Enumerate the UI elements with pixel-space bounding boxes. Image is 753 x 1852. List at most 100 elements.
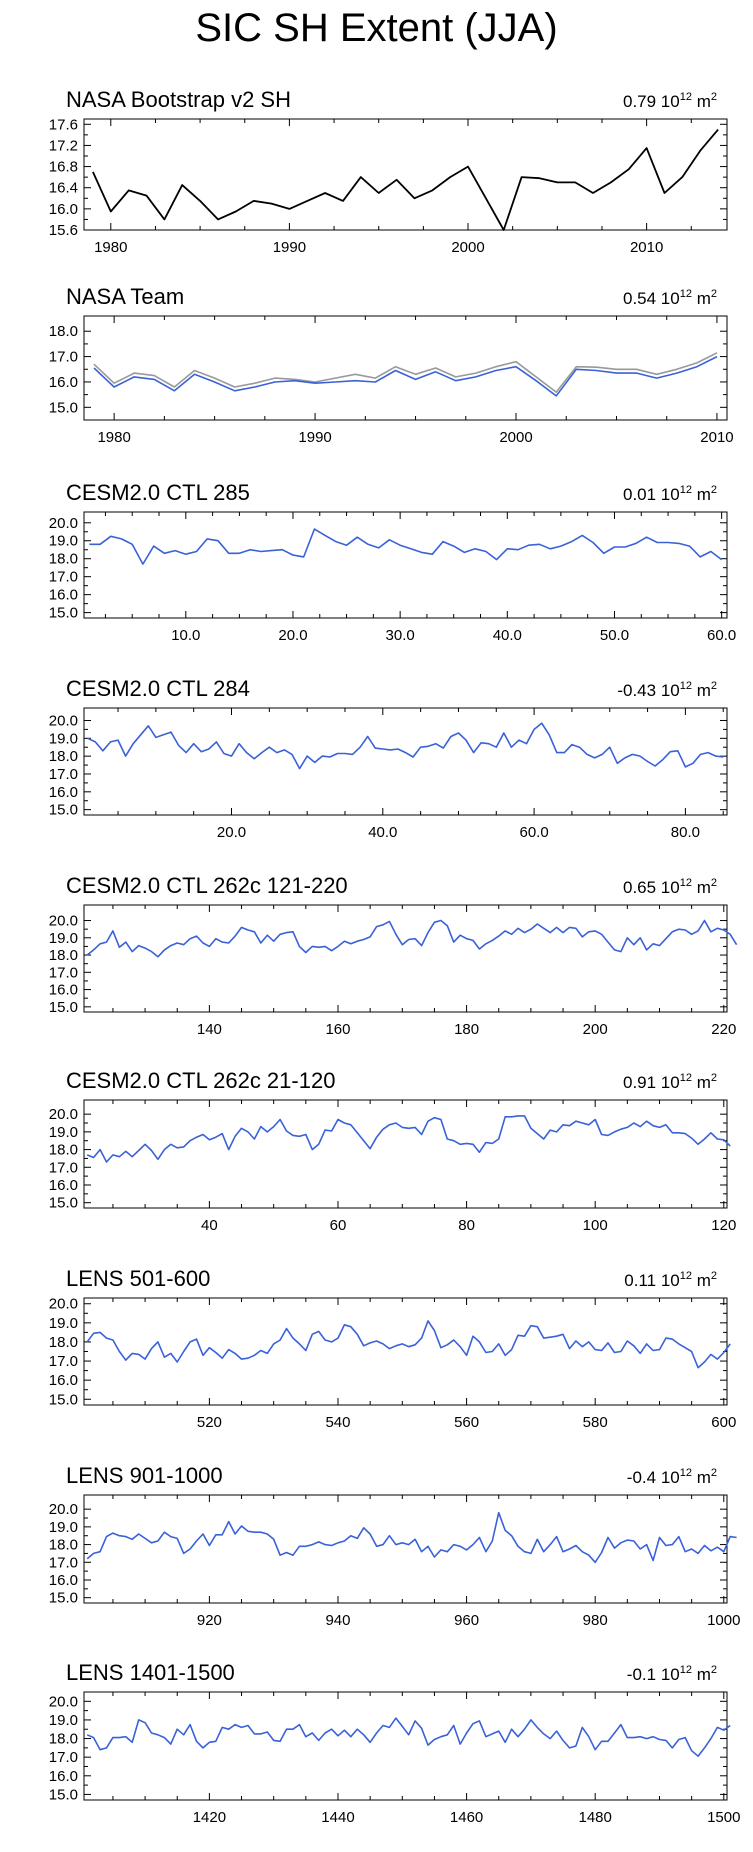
y-tick-label: 17.6	[49, 116, 78, 133]
y-tick-label: 15.0	[49, 1195, 78, 1212]
x-tick-label: 160	[325, 1021, 350, 1038]
chart-title: NASA Bootstrap v2 SH	[66, 87, 291, 112]
trend-label-part: 0.11 10	[624, 1271, 679, 1290]
trend-label: 0.65 1012 m2	[623, 877, 717, 897]
series-line	[92, 129, 719, 231]
x-tick-label: 80.0	[671, 824, 700, 841]
trend-label-part: m	[692, 1665, 711, 1684]
x-tick-label: 180	[454, 1021, 479, 1038]
trend-label: 0.79 1012 m2	[623, 91, 717, 111]
trend-label-part: -0.1 10	[627, 1665, 680, 1684]
trend-label-part: 0.91 10	[623, 1073, 680, 1092]
chart-title: NASA Team	[66, 284, 184, 309]
series-line	[86, 1320, 731, 1369]
trend-label-part: m	[692, 1271, 711, 1290]
plot-frame	[83, 1297, 728, 1406]
x-tick-label: 1420	[193, 1809, 226, 1826]
x-tick-label: 1000	[707, 1612, 740, 1629]
trend-label-part: 2	[711, 1072, 717, 1084]
x-tick-label: 560	[454, 1414, 479, 1431]
y-tick-label: 15.0	[49, 1391, 78, 1408]
y-tick-label: 19.0	[49, 730, 78, 747]
series-line	[93, 352, 718, 393]
y-tick-label: 15.0	[49, 1786, 78, 1803]
y-tick-label: 19.0	[49, 930, 78, 947]
plot-frame	[83, 511, 728, 619]
plot-frame	[83, 707, 728, 816]
y-tick-label: 15.0	[49, 399, 78, 416]
y-tick-label: 16.8	[49, 159, 78, 176]
y-tick-label: 19.0	[49, 533, 78, 550]
y-tick-label: 20.0	[49, 1693, 78, 1710]
y-tick-label: 19.0	[49, 1315, 78, 1332]
chart-panel: NASA Bootstrap v2 SH 0.79 1012 m2 15.6 16.0…	[49, 87, 728, 256]
x-tick-label: 10.0	[171, 627, 200, 644]
y-tick-label: 16.0	[49, 784, 78, 801]
trend-label: -0.1 1012 m2	[627, 1664, 717, 1684]
chart-title: CESM2.0 CTL 285	[66, 480, 250, 505]
y-tick-label: 16.0	[49, 201, 78, 218]
trend-label-part: m	[692, 681, 711, 700]
y-tick-label: 17.0	[49, 349, 78, 366]
trend-label-part: 0.79 10	[623, 92, 680, 111]
trend-label-part: -0.43 10	[617, 681, 679, 700]
trend-label-part: 2	[711, 91, 717, 103]
trend-label-part: 12	[680, 1072, 692, 1084]
trend-label-part: m	[692, 485, 711, 504]
y-tick-label: 16.0	[49, 1372, 78, 1389]
trend-label-part: 12	[680, 680, 692, 692]
y-tick-label: 17.2	[49, 137, 78, 154]
y-tick-label: 16.4	[49, 180, 78, 197]
chart-panel: LENS 901-1000 -0.4 1012 m2 15.016.017.018.…	[49, 1463, 741, 1629]
y-tick-label: 15.0	[49, 999, 78, 1016]
chart-panel: NASA Team 0.54 1012 m2 15.0 16.0 17.0 18.0 198…	[49, 284, 734, 446]
y-tick-label: 18.0	[49, 1537, 78, 1554]
x-tick-label: 2010	[700, 429, 733, 446]
x-tick-label: 200	[583, 1021, 608, 1038]
plot-frame	[83, 315, 728, 421]
trend-label-part: 12	[680, 484, 692, 496]
y-tick-label: 17.0	[49, 1554, 78, 1571]
x-tick-label: 30.0	[386, 627, 415, 644]
y-tick-label: 17.0	[49, 1159, 78, 1176]
y-tick-label: 18.0	[49, 947, 78, 964]
series-line	[86, 1511, 737, 1564]
trend-label-part: 12	[680, 1664, 692, 1676]
trend-label-part: 12	[680, 1270, 692, 1282]
trend-label-part: -0.4 10	[627, 1468, 680, 1487]
chart-title: LENS 501-600	[66, 1266, 210, 1291]
y-tick-label: 15.0	[49, 1590, 78, 1607]
y-tick-label: 20.0	[49, 1296, 78, 1313]
y-tick-label: 17.0	[49, 1749, 78, 1766]
series-line	[86, 1115, 731, 1163]
trend-label-part: 12	[680, 1467, 692, 1479]
x-tick-label: 1980	[97, 429, 130, 446]
x-tick-label: 20.0	[217, 824, 246, 841]
plot-frame	[83, 118, 728, 231]
trend-label: 0.11 1012 m2	[624, 1270, 717, 1290]
x-tick-label: 140	[197, 1021, 222, 1038]
trend-label: -0.4 1012 m2	[627, 1467, 717, 1487]
y-tick-label: 15.6	[49, 222, 78, 239]
y-tick-label: 16.0	[49, 982, 78, 999]
x-tick-label: 2000	[499, 429, 532, 446]
trend-label-part: 2	[711, 1270, 717, 1282]
plot-frame	[83, 1494, 728, 1604]
x-tick-label: 2000	[451, 239, 484, 256]
trend-label-part: 2	[711, 1664, 717, 1676]
y-tick-label: 16.0	[49, 587, 78, 604]
x-tick-label: 40	[201, 1217, 218, 1234]
y-tick-label: 17.0	[49, 964, 78, 981]
trend-label-part: 0.01 10	[623, 485, 680, 504]
trend-label-part: 12	[680, 288, 692, 300]
chart-title: LENS 1401-1500	[66, 1660, 235, 1685]
x-tick-label: 1990	[273, 239, 306, 256]
trend-label-part: 2	[711, 484, 717, 496]
trend-label-part: 0.65 10	[623, 878, 680, 897]
trend-label-part: m	[692, 92, 711, 111]
y-tick-label: 18.0	[49, 1334, 78, 1351]
trend-label: 0.91 1012 m2	[623, 1072, 717, 1092]
x-tick-label: 600	[711, 1414, 736, 1431]
x-tick-label: 960	[454, 1612, 479, 1629]
